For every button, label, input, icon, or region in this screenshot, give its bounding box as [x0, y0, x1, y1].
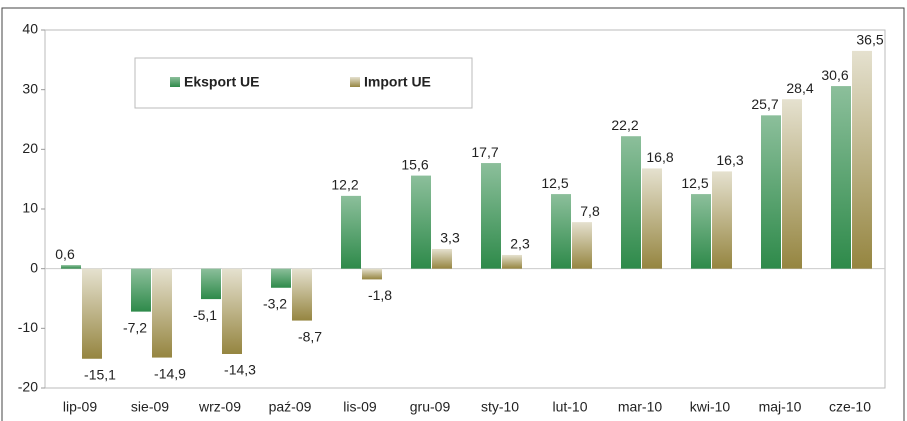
bar: [411, 175, 431, 269]
legend-label: Eksport UE: [184, 74, 259, 90]
bar: [621, 136, 641, 269]
x-tick-label: kwi-10: [690, 399, 731, 415]
value-label: -5,1: [193, 307, 217, 323]
value-label: -3,2: [263, 295, 287, 311]
legend-swatch: [350, 77, 360, 87]
y-tick-label: 10: [22, 200, 38, 216]
x-tick-label: gru-09: [410, 399, 451, 415]
x-tick-label: sty-10: [481, 399, 519, 415]
bar: [82, 268, 102, 359]
bar: [271, 268, 291, 288]
bar: [362, 268, 382, 280]
bar: [131, 268, 151, 312]
y-tick-label: -10: [18, 319, 38, 335]
y-tick-label: 30: [22, 80, 38, 96]
value-label: 30,6: [821, 67, 848, 83]
legend-label: Import UE: [364, 74, 431, 90]
bar: [572, 222, 592, 269]
bar: [852, 50, 872, 269]
bar: [502, 254, 522, 269]
bar: [152, 268, 172, 358]
value-label: 17,7: [471, 144, 498, 160]
value-label: -1,8: [368, 287, 392, 303]
value-label: 12,2: [331, 177, 358, 193]
x-tick-label: paź-09: [269, 399, 312, 415]
value-label: -7,2: [123, 319, 147, 335]
value-label: 12,5: [681, 175, 708, 191]
legend-swatch: [170, 77, 180, 87]
value-label: -14,3: [224, 362, 256, 378]
value-label: 28,4: [786, 80, 813, 96]
value-label: 7,8: [580, 203, 600, 219]
value-label: 12,5: [541, 175, 568, 191]
value-label: 36,5: [856, 32, 883, 48]
legend: [134, 57, 473, 109]
value-label: -15,1: [84, 366, 116, 382]
value-label: 22,2: [611, 117, 638, 133]
x-tick-label: cze-10: [829, 399, 871, 415]
value-label: 2,3: [510, 236, 530, 252]
y-tick-label: 20: [22, 140, 38, 156]
bar: [432, 248, 452, 269]
x-tick-label: maj-10: [759, 399, 802, 415]
bar: [341, 195, 361, 269]
bar: [712, 171, 732, 269]
y-tick-label: 0: [30, 259, 38, 275]
bar: [292, 268, 312, 321]
bar: [642, 168, 662, 269]
value-label: 16,3: [716, 152, 743, 168]
bar: [481, 163, 501, 269]
value-label: 15,6: [401, 156, 428, 172]
x-tick-label: wrz-09: [198, 399, 241, 415]
y-tick-label: 40: [22, 21, 38, 37]
x-tick-label: sie-09: [131, 399, 169, 415]
bar: [222, 268, 242, 354]
frame: [1, 7, 905, 421]
bar: [551, 194, 571, 269]
bar: [782, 99, 802, 269]
x-tick-label: mar-10: [618, 399, 663, 415]
value-label: 0,6: [55, 246, 75, 262]
x-tick-label: lut-10: [552, 399, 587, 415]
x-tick-label: lis-09: [343, 399, 377, 415]
value-label: -14,9: [154, 365, 186, 381]
x-tick-label: lip-09: [63, 399, 97, 415]
value-label: 16,8: [646, 149, 673, 165]
y-tick-label: -20: [18, 379, 38, 395]
bar: [761, 115, 781, 269]
value-label: -8,7: [298, 328, 322, 344]
value-label: 25,7: [751, 96, 778, 112]
bar: [201, 268, 221, 300]
value-label: 3,3: [440, 230, 460, 246]
bar: [831, 86, 851, 269]
bar: [691, 194, 711, 269]
bar: [61, 265, 81, 269]
